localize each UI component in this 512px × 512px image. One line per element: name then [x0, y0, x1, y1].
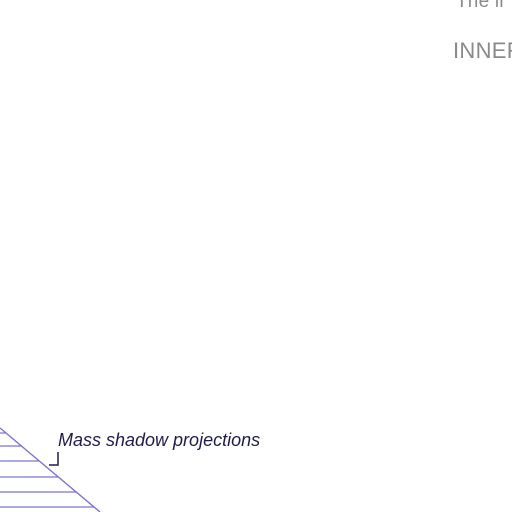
mass-shadow-label: Mass shadow projections: [58, 430, 261, 450]
page-heading-partial: The ir: [456, 0, 506, 12]
leader-line: [49, 452, 59, 466]
section-subheading-partial: INNER: [453, 38, 512, 63]
shadow-edge-line: [0, 427, 101, 512]
